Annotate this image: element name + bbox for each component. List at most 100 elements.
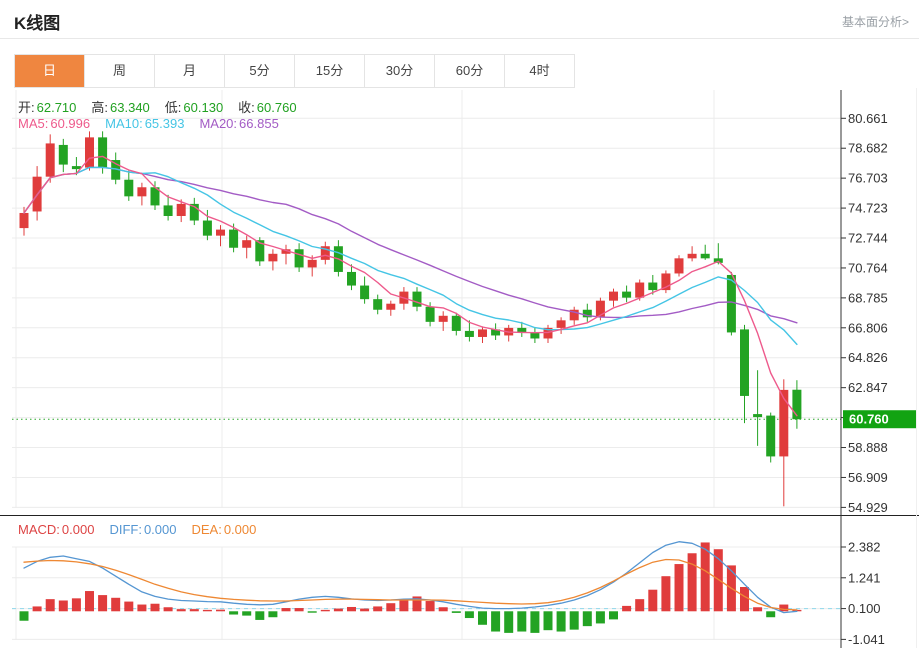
candle-body	[478, 329, 487, 337]
interval-tab-4时[interactable]: 4时	[505, 55, 574, 87]
macd-bar	[464, 611, 474, 619]
macd-bar	[176, 609, 186, 612]
macd-bar	[556, 611, 566, 632]
axis-label: 2.382	[848, 540, 881, 555]
macd-bar	[425, 601, 435, 612]
macd-bar	[163, 607, 173, 612]
candle-body	[347, 271, 356, 286]
candle-body	[163, 205, 173, 216]
candle-body	[307, 259, 317, 268]
macd-bar	[530, 611, 540, 633]
candle-body	[438, 315, 448, 322]
macd-bar	[399, 599, 409, 612]
macd-bar	[281, 608, 291, 612]
candle-body	[216, 229, 225, 236]
interval-tab-月[interactable]: 月	[155, 55, 225, 87]
candle-body	[281, 249, 291, 254]
ma-readout: MA5: 60.996 MA10: 65.393 MA20: 66.855	[18, 116, 294, 131]
macd-bar	[491, 611, 501, 632]
candle-body	[85, 137, 94, 168]
candle-body	[779, 389, 789, 457]
candle-body	[360, 285, 370, 300]
macd-bar	[779, 604, 789, 612]
candle-body	[622, 291, 632, 298]
candle-body	[713, 258, 723, 263]
fundamental-analysis-link[interactable]: 基本面分析>	[841, 15, 909, 29]
interval-tabbar: 日周月 5分 15分 30分 60分 4时	[14, 54, 575, 88]
axis-label: 68.785	[848, 290, 888, 305]
axis-label: 1.241	[848, 570, 881, 585]
macd-bar	[766, 611, 776, 618]
candle-body	[609, 291, 618, 301]
candle-body	[726, 274, 736, 333]
candle-body	[543, 327, 553, 339]
candle-body	[740, 329, 749, 396]
macd-bar	[189, 609, 199, 612]
axis-label: 64.826	[848, 350, 888, 365]
candle-body	[386, 303, 396, 310]
macd-bar	[412, 596, 422, 612]
candle-body	[189, 203, 199, 221]
ma10-line	[23, 166, 798, 346]
legend-item: MA20: 66.855	[199, 116, 279, 131]
candle-body	[556, 320, 566, 328]
candle-body	[176, 203, 186, 216]
page-title: K线图	[14, 14, 61, 33]
interval-tab-日[interactable]: 日	[15, 55, 85, 87]
macd-bar	[85, 591, 94, 612]
macd-bar	[268, 611, 278, 618]
legend-item: MACD: 0.000	[18, 522, 95, 537]
macd-bar	[504, 611, 514, 633]
axis-label: 56.909	[848, 470, 888, 485]
candle-body	[635, 282, 645, 298]
macd-bar	[255, 611, 265, 620]
macd-bar	[333, 608, 343, 612]
axis-label: 66.806	[848, 320, 888, 335]
candle-body	[202, 220, 212, 236]
macd-bar	[543, 611, 553, 631]
interval-tab-60分[interactable]: 60分	[435, 55, 505, 87]
macd-bar	[713, 549, 723, 612]
macd-bar	[347, 606, 356, 612]
candle-body	[111, 160, 121, 180]
candle-body	[595, 300, 605, 318]
macd-readout: MACD: 0.000 DIFF: 0.000 DEA: 0.000	[18, 522, 271, 537]
candle-body	[700, 253, 710, 259]
macd-bar	[792, 609, 802, 612]
ohlc-readout: 开: 62.710 高: 63.340 低: 60.130 收: 60.760	[18, 97, 312, 116]
axis-label: 62.847	[848, 380, 888, 395]
legend-item: DIFF: 0.000	[109, 522, 177, 537]
macd-bar	[740, 586, 749, 612]
axis-label: 80.661	[848, 111, 888, 126]
candle-body	[687, 253, 697, 259]
ma20-line	[23, 166, 798, 324]
candle-body	[582, 309, 592, 318]
legend-item: 高: 63.340	[91, 100, 150, 115]
candle-body	[320, 246, 330, 260]
axis-label: 72.744	[848, 231, 888, 246]
macd-bar	[648, 589, 658, 612]
axis-label: 76.703	[848, 171, 888, 186]
macd-bar	[360, 608, 370, 612]
candle-body	[517, 327, 527, 333]
macd-bar	[635, 599, 645, 612]
macd-bar	[438, 607, 448, 612]
legend-item: 收: 60.760	[238, 100, 297, 115]
interval-tab-15分[interactable]: 15分	[295, 55, 365, 87]
candle-body	[242, 240, 252, 248]
interval-tab-周[interactable]: 周	[85, 55, 155, 87]
candle-body	[19, 212, 29, 229]
candle-body	[464, 330, 474, 337]
candle-body	[753, 414, 763, 418]
legend-item: MA10: 65.393	[105, 116, 185, 131]
macd-bar	[622, 605, 632, 612]
legend-item: 低: 60.130	[164, 100, 224, 115]
axis-label: 54.929	[848, 500, 888, 515]
candle-body	[58, 144, 68, 165]
candle-body	[229, 229, 239, 248]
candle-body	[150, 187, 160, 206]
interval-tab-5分[interactable]: 5分	[225, 55, 295, 87]
interval-tab-30分[interactable]: 30分	[365, 55, 435, 87]
axis-label: 70.764	[848, 260, 888, 275]
